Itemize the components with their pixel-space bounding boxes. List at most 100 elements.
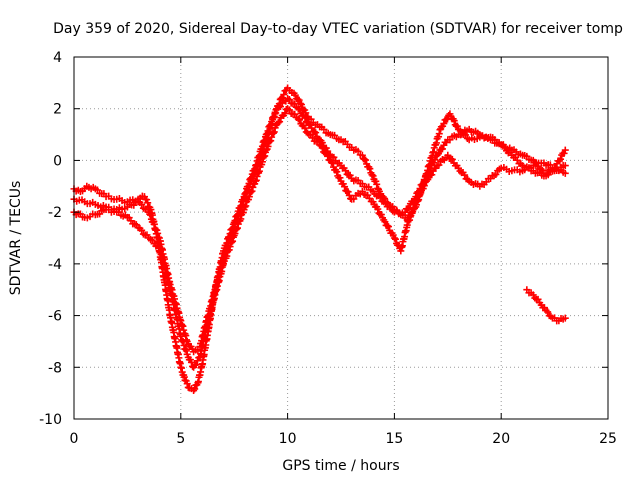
point-track-b-12-2: [192, 361, 200, 369]
point-track-a-49-7: [453, 122, 461, 130]
point-track-b-16-4: [223, 252, 231, 260]
point-track-a-31-1: [291, 91, 299, 99]
point-track-b-31-4: [384, 223, 392, 231]
point-track-b-42-3: [492, 170, 500, 178]
plot-frame: [73, 56, 609, 420]
point-track-c-16-7: [225, 233, 233, 241]
point-track-a-39: [369, 172, 377, 180]
point-track-b-21-2: [276, 118, 284, 126]
point-track-a-38-3: [362, 156, 370, 164]
point-track-c-16-8: [226, 230, 234, 238]
point-track-c-33-3: [405, 204, 413, 212]
point-track-c-27-6: [346, 171, 354, 179]
point-track-c-36-4: [438, 145, 446, 153]
point-track-c-45-2: [532, 159, 540, 167]
point-track-c-18-8: [247, 174, 255, 182]
point-track-c-7-1: [146, 210, 154, 218]
point-track-d-6: [561, 314, 569, 322]
point-track-c-18-5: [245, 180, 253, 188]
point-track-b-38: [444, 151, 452, 159]
point-track-c-47-5: [557, 155, 565, 163]
point-track-c-7-2: [147, 211, 155, 219]
point-track-c-34-6: [418, 180, 426, 188]
point-track-b-20-6: [268, 133, 276, 141]
point-track-a-29-2: [280, 91, 288, 99]
point-track-c-34: [412, 193, 420, 201]
point-track-c-18-9: [248, 170, 256, 178]
point-track-a-38: [358, 151, 366, 159]
point-track-b-16-11: [229, 237, 237, 245]
point-track-c-25-2: [318, 139, 326, 147]
point-track-c-20-8: [269, 114, 277, 122]
point-track-a-49-4: [450, 117, 458, 125]
point-track-c-24-4: [310, 128, 318, 136]
point-track-a-38-7: [366, 165, 374, 173]
point-track-a-38-9: [368, 171, 376, 179]
point-track-c-16-4: [223, 239, 231, 247]
point-track-a-15-2: [183, 380, 191, 388]
point-track-c-18: [241, 190, 249, 198]
point-track-c-30-4: [376, 194, 384, 202]
point-track-c-47-1: [552, 164, 560, 172]
y-tick-label-7: 4: [53, 50, 62, 66]
point-track-a-17-1: [191, 385, 199, 393]
point-track-c-35-8: [431, 156, 439, 164]
y-tick-label-5: 0: [53, 153, 62, 169]
point-track-b-20-8: [269, 129, 277, 137]
point-track-c-47-8: [560, 149, 568, 157]
point-track-b-21-6: [281, 109, 289, 117]
x-tick-label-2: 10: [279, 431, 297, 447]
point-track-a-32-1: [297, 101, 305, 109]
x-tick-label-3: 15: [385, 431, 403, 447]
point-track-c-21-2: [276, 103, 284, 111]
point-track-b-27-6: [344, 188, 352, 196]
point-track-b-27-3: [341, 183, 349, 191]
point-track-b-31-3: [383, 222, 391, 230]
x-tick-label-0: 0: [70, 431, 79, 447]
point-track-a-39-4: [373, 180, 381, 188]
point-track-c-34-4: [416, 185, 424, 193]
point-track-b-49: [561, 169, 569, 177]
point-track-c-22-1: [285, 96, 293, 104]
point-track-c-48: [561, 146, 569, 154]
point-track-b-20-5: [267, 137, 275, 145]
y-tick-label-1: -8: [48, 360, 62, 376]
point-track-c-23-5: [301, 114, 309, 122]
point-track-c-18-12: [251, 165, 259, 173]
point-track-b-39-4: [461, 171, 469, 179]
point-track-c-24-1: [306, 121, 314, 129]
x-tick-label-5: 25: [599, 431, 617, 447]
chart-title: Day 359 of 2020, Sidereal Day-to-day VTE…: [53, 21, 623, 37]
point-track-c-18-1: [242, 189, 250, 197]
point-track-c-16-10: [228, 225, 236, 233]
point-track-b-31-1: [381, 218, 389, 226]
point-track-c-6-2: [138, 200, 146, 208]
point-track-c-23-1: [296, 105, 304, 113]
point-track-b-22-1: [285, 106, 293, 114]
point-track-c-33: [401, 208, 409, 216]
point-track-a-48-2: [440, 120, 448, 128]
point-track-c-17-3: [233, 212, 241, 220]
axis-ticks: 0 5 10 15 20 25 -10 -8 -6 -4 -2 0 2 4: [39, 50, 617, 447]
point-track-a-31-3: [294, 95, 302, 103]
point-track-b-10-4: [180, 341, 188, 349]
y-tick-label-3: -4: [48, 257, 62, 273]
point-track-b-16-10: [228, 238, 236, 246]
point-track-b-23-1: [296, 116, 304, 124]
point-track-b-26-6: [333, 168, 341, 176]
point-track-c-20: [262, 131, 270, 139]
point-track-c-7-10: [154, 229, 162, 237]
point-track-b-37-1: [435, 161, 443, 169]
point-track-c-33-2: [404, 205, 412, 213]
point-track-b-26-9: [336, 174, 344, 182]
point-track-c-24-5: [312, 129, 320, 137]
point-track-b-6-2: [138, 226, 146, 234]
point-track-b-17-8: [237, 215, 245, 223]
point-track-b-32-1: [391, 235, 399, 243]
point-track-b-30-7: [377, 211, 385, 219]
x-tick-label-1: 5: [176, 431, 185, 447]
point-track-c-7-6: [150, 220, 158, 228]
point-track-b-18: [241, 203, 249, 211]
